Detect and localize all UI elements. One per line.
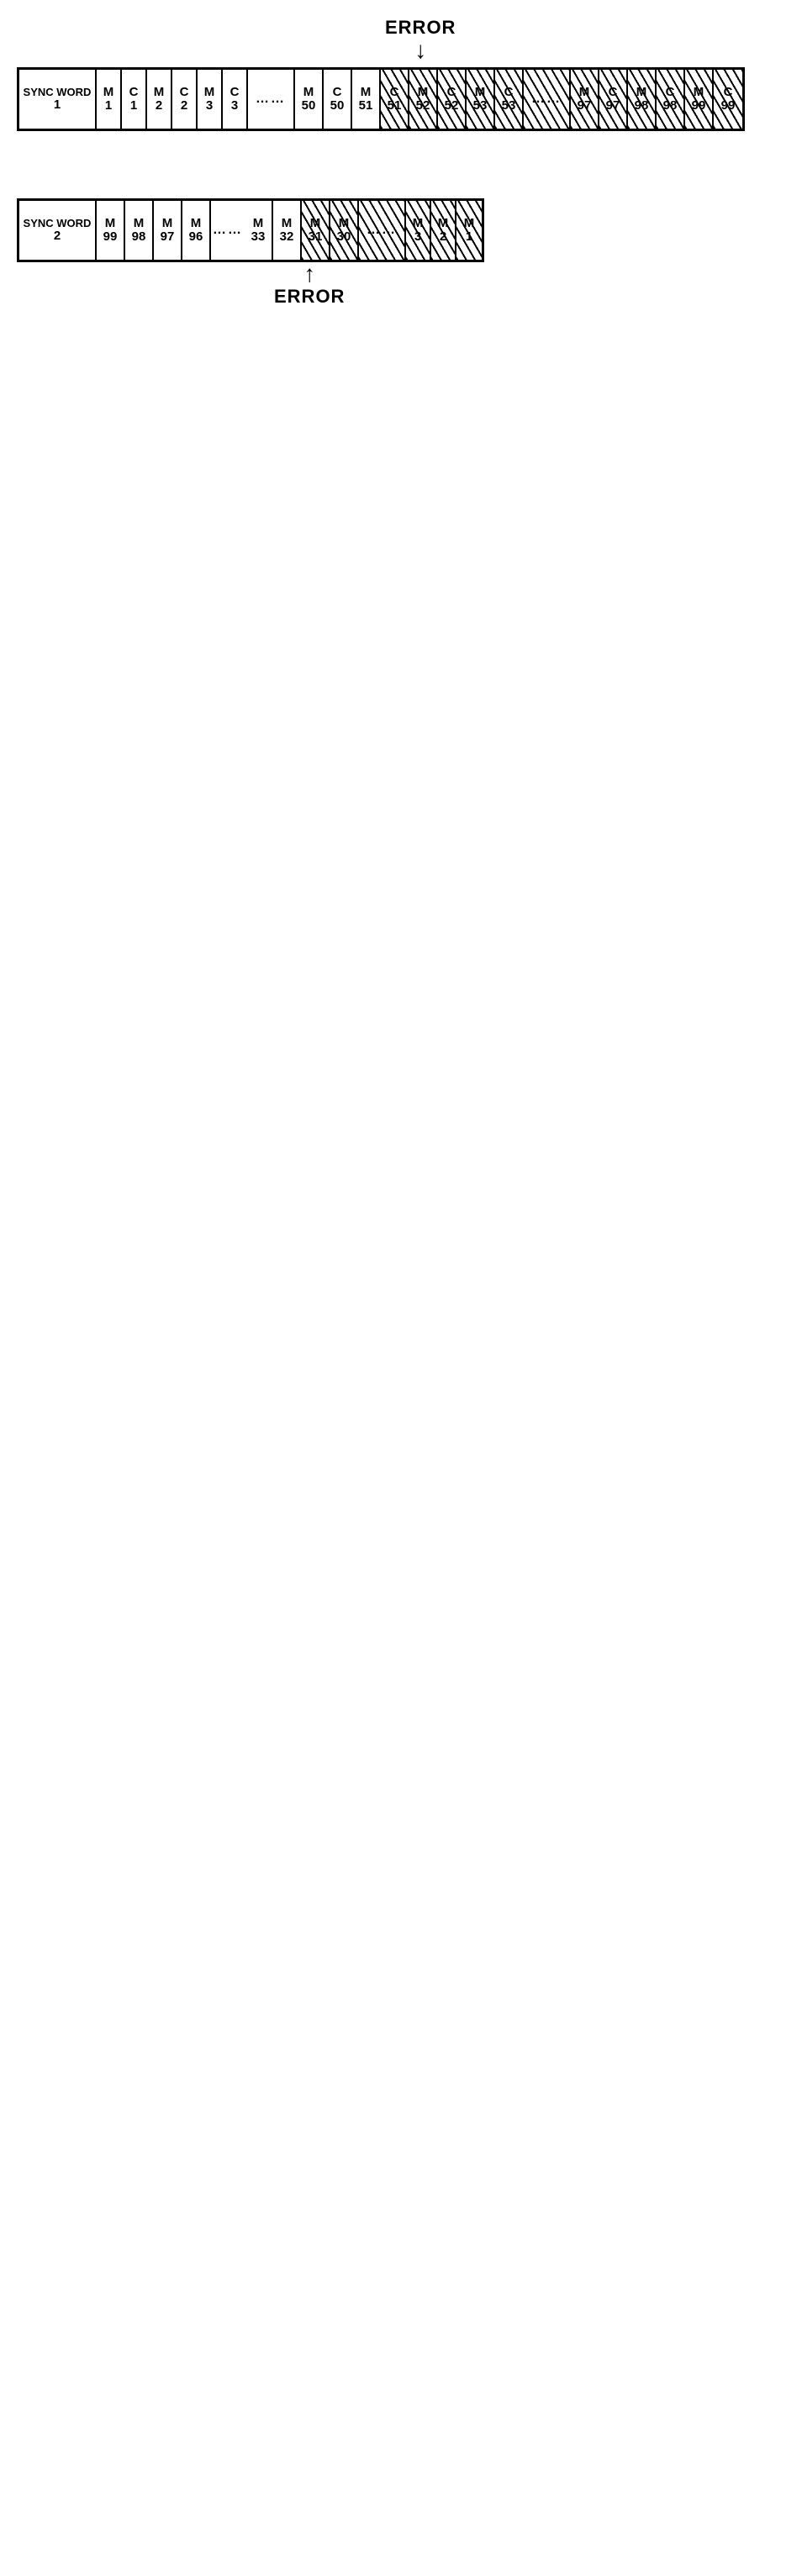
data-cell: M3 <box>406 201 431 260</box>
data-cell: C53 <box>495 70 524 129</box>
error-marker-bottom: ↑ ERROR <box>17 262 802 313</box>
error-label-1: ERROR <box>385 17 456 39</box>
down-arrow-icon: ↓ <box>385 39 456 62</box>
data-cell: M31 <box>302 201 330 260</box>
sync-word-cell: SYNC WORD2 <box>19 201 97 260</box>
data-cell: C3 <box>223 70 248 129</box>
error-marker-top: ERROR ↓ <box>17 17 802 67</box>
data-cell: C98 <box>657 70 685 129</box>
data-cell: M52 <box>409 70 438 129</box>
data-cell: C99 <box>714 70 742 129</box>
error-label-2: ERROR <box>274 286 345 308</box>
up-arrow-icon: ↑ <box>274 262 345 286</box>
data-cell: C97 <box>599 70 628 129</box>
ellipsis-cell: …… <box>524 70 571 129</box>
data-cell: M50 <box>295 70 324 129</box>
data-cell: C51 <box>381 70 409 129</box>
data-cell: M99 <box>685 70 714 129</box>
data-cell: M99 <box>97 201 125 260</box>
ellipsis-cell: …… <box>211 201 245 260</box>
data-cell: M98 <box>628 70 657 129</box>
data-cell: M30 <box>330 201 359 260</box>
data-cell: M32 <box>273 201 302 260</box>
data-cell: M53 <box>467 70 495 129</box>
data-cell: M51 <box>352 70 381 129</box>
data-cell: C1 <box>122 70 147 129</box>
data-cell: M2 <box>147 70 172 129</box>
ellipsis-cell: …… <box>248 70 295 129</box>
ellipsis-cell: …… <box>359 201 406 260</box>
data-cell: M3 <box>198 70 223 129</box>
row-2-wrap: SYNC WORD2M99M98M97M96……M33M32M31M30……M3… <box>17 198 802 313</box>
row-1-wrap: ERROR ↓ SYNC WORD1M1C1M2C2M3C3……M50C50M5… <box>17 17 802 131</box>
data-cell: M1 <box>97 70 122 129</box>
data-cell: M33 <box>245 201 273 260</box>
sync-word-cell: SYNC WORD1 <box>19 70 97 129</box>
data-cell: M96 <box>182 201 211 260</box>
data-cell: M97 <box>571 70 599 129</box>
data-cell: M97 <box>154 201 182 260</box>
data-cell: C50 <box>324 70 352 129</box>
strip-1: SYNC WORD1M1C1M2C2M3C3……M50C50M51C51M52C… <box>17 67 745 131</box>
strip-2: SYNC WORD2M99M98M97M96……M33M32M31M30……M3… <box>17 198 484 262</box>
data-cell: M1 <box>456 201 482 260</box>
data-cell: M98 <box>125 201 154 260</box>
data-cell: C52 <box>438 70 467 129</box>
data-cell: M2 <box>431 201 456 260</box>
data-cell: C2 <box>172 70 198 129</box>
